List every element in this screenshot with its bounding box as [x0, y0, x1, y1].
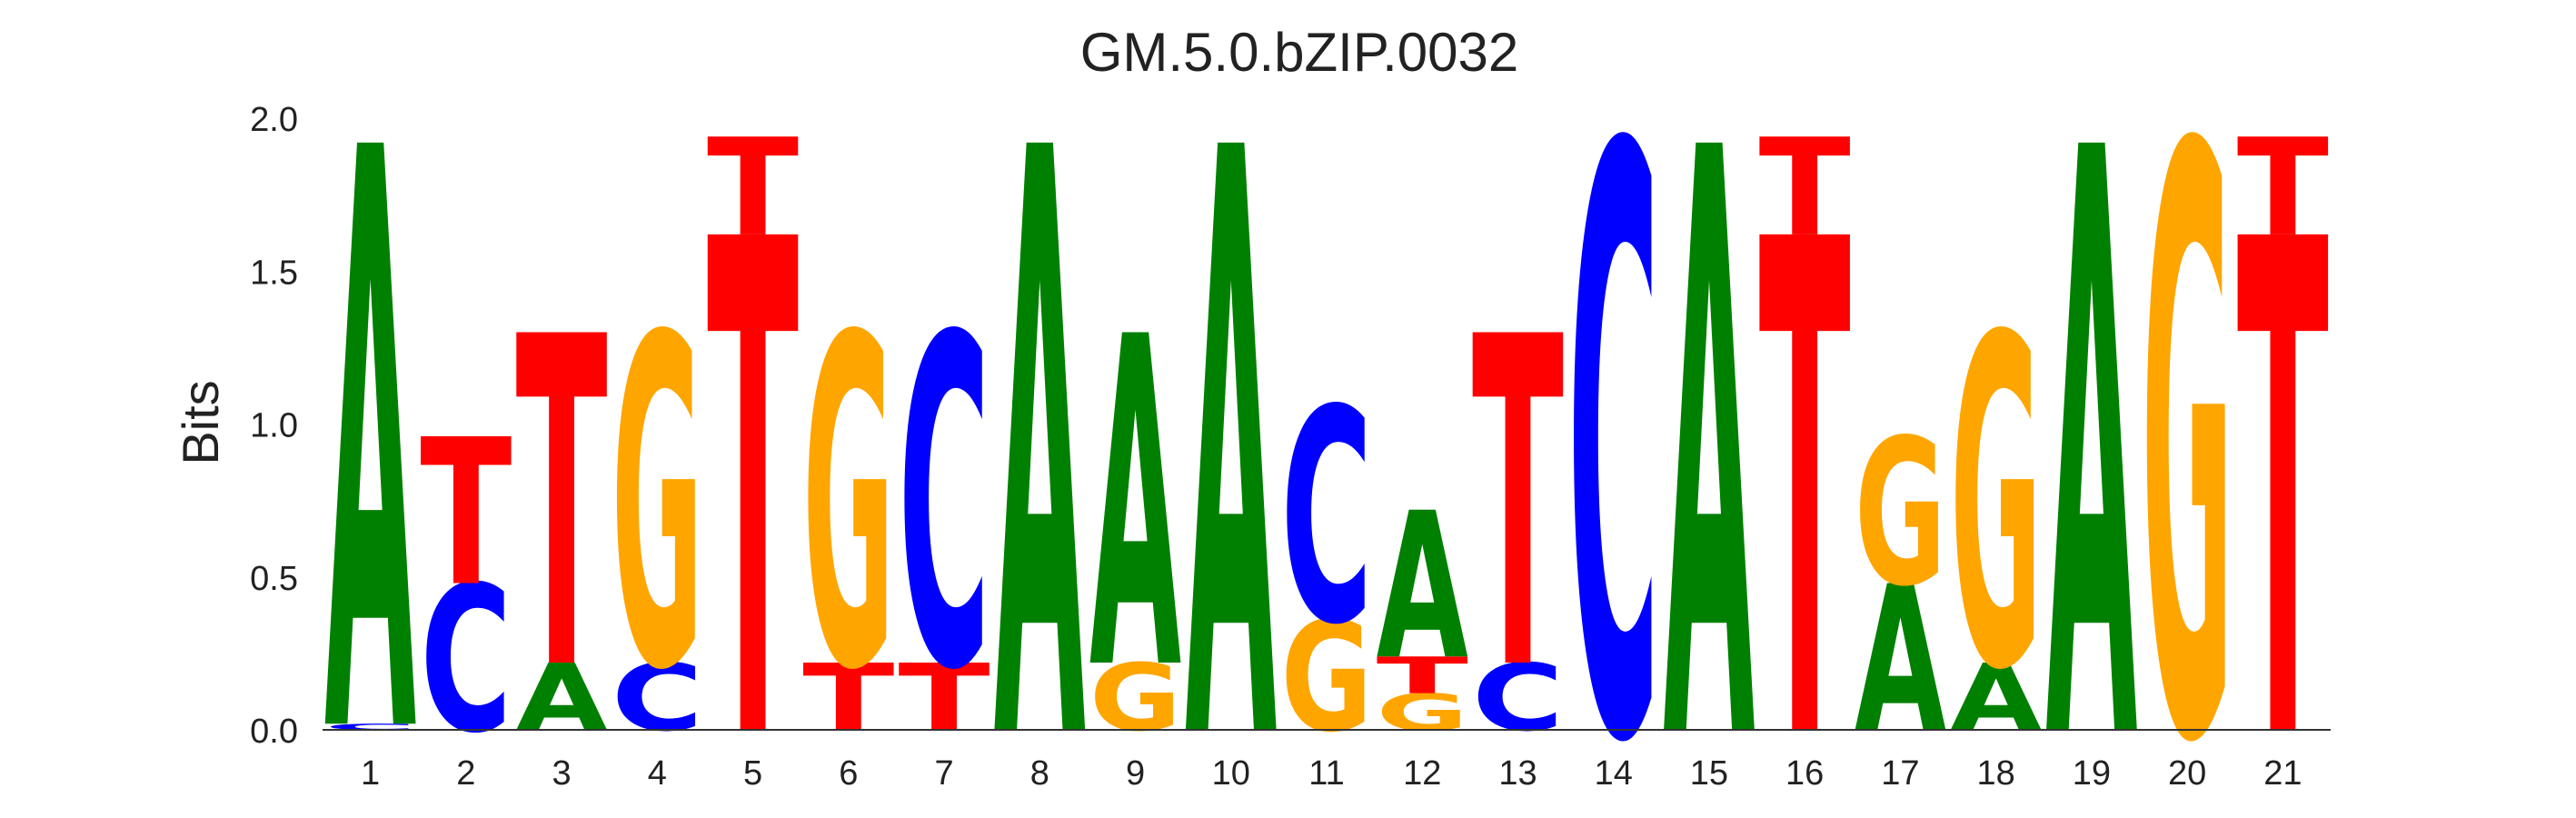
- logo-letter-a: A: [516, 643, 608, 752]
- logo-letter-t: T: [707, 110, 799, 266]
- logo-letter-g: G: [1280, 591, 1372, 766]
- x-tick-label: 1: [361, 754, 380, 793]
- logo-letter-t: T: [1759, 101, 1852, 818]
- y-tick-label: 2.0: [250, 101, 298, 139]
- logo-letter-t: T: [899, 644, 990, 752]
- x-tick-label: 14: [1595, 754, 1633, 793]
- x-tick-label: 15: [1690, 754, 1728, 793]
- logo-letter-t: T: [2237, 101, 2330, 818]
- y-tick-label: 1.0: [250, 407, 298, 445]
- x-axis-ticks: 1 2 3 4 5 6 7 8 9 10 11 12 13 14 15 16 17 18 19 20 21: [361, 754, 2302, 793]
- logo-letter-t: T: [707, 101, 800, 818]
- x-tick-label: 5: [743, 754, 762, 793]
- logo-letter-a: A: [2045, 0, 2138, 818]
- x-tick-label: 21: [2263, 754, 2302, 793]
- y-tick-label: 0.0: [250, 713, 298, 751]
- logo-letter-g: G: [612, 242, 703, 770]
- logo-letter-a: A: [994, 0, 1087, 818]
- y-axis-label: Bits: [172, 380, 229, 464]
- logo-letter-g: G: [2142, 0, 2233, 818]
- logo-letter-c: C: [612, 644, 703, 752]
- logo-letter-g: G: [1950, 242, 2042, 770]
- logo-letter-g: G: [1089, 643, 1181, 752]
- logo-letter-t: T: [1759, 110, 1851, 266]
- logo-letter-t: T: [420, 397, 512, 631]
- x-tick-label: 8: [1030, 754, 1049, 793]
- logo-letter-t: T: [516, 243, 609, 770]
- y-tick-label: 1.5: [250, 254, 298, 292]
- x-tick-label: 2: [456, 754, 475, 793]
- logo-letter-a: A: [324, 0, 417, 818]
- y-tick-label: 0.5: [250, 560, 298, 598]
- x-tick-label: 6: [839, 754, 858, 793]
- logo-letter-t: T: [1472, 243, 1565, 770]
- x-tick-label: 19: [2073, 754, 2111, 793]
- logo-letter-c: C: [420, 544, 512, 778]
- x-tick-label: 3: [552, 754, 572, 793]
- logo-letter-t: T: [1377, 647, 1468, 705]
- logo-letter-c: C: [324, 722, 416, 732]
- logo-letter-c: C: [1280, 346, 1372, 689]
- logo-letter-a: A: [1185, 0, 1278, 818]
- logo-letter-c: C: [1567, 0, 1659, 818]
- logo-letter-g: G: [1377, 683, 1468, 742]
- logo-letter-a: A: [1855, 543, 1946, 777]
- logo-letter-a: A: [1089, 243, 1182, 770]
- x-tick-label: 13: [1498, 754, 1537, 793]
- x-tick-label: 9: [1126, 754, 1145, 793]
- logo-letter-c: C: [1472, 644, 1564, 752]
- logo-letter-g: G: [802, 242, 894, 770]
- y-axis-ticks: 0.0 0.5 1.0 1.5 2.0: [250, 101, 298, 751]
- x-tick-label: 20: [2168, 754, 2206, 793]
- logo-letter-a: A: [1377, 469, 1468, 703]
- x-tick-label: 11: [1308, 754, 1344, 793]
- x-tick-label: 12: [1403, 754, 1441, 793]
- x-tick-label: 18: [1977, 754, 2015, 793]
- logo-letter-t: T: [2237, 110, 2329, 266]
- logo-letter-c: C: [899, 244, 990, 770]
- logo-letter-a: A: [1663, 0, 1755, 818]
- chart-title: GM.5.0.bZIP.0032: [1080, 22, 1519, 83]
- x-tick-label: 10: [1212, 754, 1250, 793]
- x-tick-label: 7: [934, 754, 953, 793]
- logo-letter-t: T: [802, 644, 894, 752]
- logo-letter-g: G: [1855, 397, 1946, 631]
- x-tick-label: 17: [1881, 754, 1919, 793]
- logo-letter-a: A: [1950, 643, 2042, 752]
- x-tick-label: 16: [1785, 754, 1824, 793]
- x-tick-label: 4: [648, 754, 667, 793]
